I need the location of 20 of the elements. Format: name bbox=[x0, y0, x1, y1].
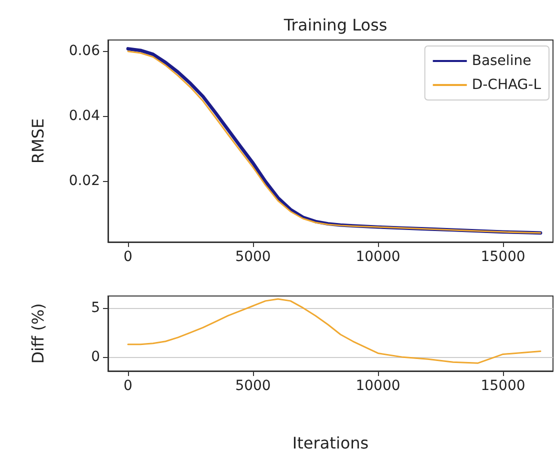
x-tick-label: 10000 bbox=[356, 249, 400, 265]
x-tick-label: 10000 bbox=[356, 378, 400, 394]
x-tick-label: 15000 bbox=[480, 249, 526, 265]
y-tick-label: 0.04 bbox=[68, 108, 100, 124]
x-tick-label: 15000 bbox=[480, 378, 526, 394]
y-tick-label: 0.06 bbox=[68, 43, 100, 60]
legend-label: D-CHAG-L bbox=[472, 77, 542, 93]
x-tick-label: 0 bbox=[124, 378, 132, 394]
x-tick-label: 5000 bbox=[235, 249, 271, 265]
x-axis-title: Iterations bbox=[292, 434, 369, 452]
x-tick-label: 5000 bbox=[235, 378, 271, 394]
y-tick-label: 0.02 bbox=[68, 172, 100, 189]
y-tick-label: 5 bbox=[91, 300, 100, 316]
y-axis-title: Diff (%) bbox=[28, 303, 48, 364]
y-tick-label: 0 bbox=[91, 349, 100, 366]
x-tick-label: 0 bbox=[124, 249, 132, 265]
line-series bbox=[127, 298, 542, 364]
y-axis-title: RMSE bbox=[28, 118, 48, 164]
legend-label: Baseline bbox=[472, 53, 532, 69]
chart-title: Training Loss bbox=[282, 16, 388, 34]
